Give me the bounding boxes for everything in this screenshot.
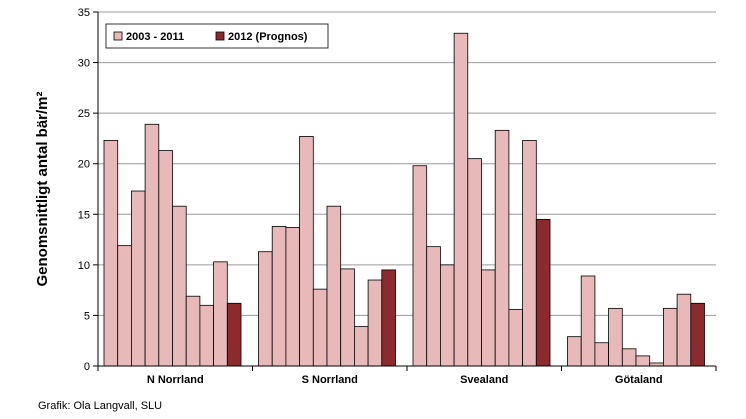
legend-swatch-forecast — [215, 31, 225, 41]
bar-historical — [103, 140, 119, 367]
bar-historical — [271, 226, 287, 367]
x-category-label: Götaland — [615, 374, 663, 386]
y-tick-label: 20 — [78, 159, 90, 171]
legend-label-historical: 2003 - 2011 — [126, 31, 184, 43]
bar-historical — [412, 165, 428, 367]
y-tick-label: 30 — [78, 58, 90, 70]
y-tick-label: 10 — [78, 260, 90, 272]
axes — [93, 11, 717, 371]
bar-historical — [144, 123, 160, 367]
y-tick-label: 25 — [78, 108, 90, 120]
bar-historical — [594, 342, 610, 367]
y-tick-label: 15 — [78, 209, 90, 221]
x-category-label: Svealand — [460, 374, 508, 386]
bar-historical — [285, 227, 300, 367]
bar-historical — [213, 261, 228, 367]
bar-forecast — [226, 302, 242, 367]
bar-forecast — [535, 218, 551, 367]
bar-historical — [172, 205, 187, 367]
bar-historical — [676, 293, 692, 367]
bar-historical — [522, 140, 537, 367]
legend: 2003 - 2011 2012 (Prognos) — [105, 23, 329, 49]
bar-forecast — [381, 269, 396, 367]
legend-label-forecast: 2012 (Prognos) — [228, 31, 308, 43]
bar-historical — [340, 268, 355, 367]
legend-swatch-historical — [113, 31, 123, 41]
bar-historical — [326, 205, 342, 367]
y-tick-label: 35 — [78, 7, 90, 19]
bar-historical — [439, 264, 455, 367]
bar-historical — [299, 136, 314, 367]
bar-historical — [635, 355, 651, 367]
x-category-label: S Norrland — [302, 374, 358, 386]
bar-historical — [117, 245, 132, 367]
bar-historical — [258, 251, 273, 367]
x-category-labels: N Norrland S Norrland Svealand Götaland — [147, 374, 663, 386]
y-tick-labels: 0 5 10 15 20 25 30 35 — [78, 7, 90, 373]
bar-historical — [130, 190, 146, 367]
bar-historical — [158, 150, 173, 367]
bar-historical — [580, 275, 596, 367]
y-axis-label: Genomsnittligt antal bär/m² — [34, 91, 51, 286]
bar-historical — [185, 295, 201, 367]
y-tick-label: 5 — [84, 310, 90, 322]
bar-historical — [467, 158, 482, 367]
bar-forecast — [690, 302, 705, 367]
bar-historical — [353, 326, 369, 367]
chart-credit: Grafik: Ola Langvall, SLU — [38, 400, 163, 412]
grid-lines — [98, 11, 716, 316]
bar-historical — [663, 307, 678, 367]
bar-historical — [481, 269, 496, 367]
bars — [103, 32, 705, 367]
bar-historical — [453, 32, 469, 367]
bar-historical — [199, 304, 214, 367]
bar-historical — [621, 348, 637, 367]
bar-historical — [367, 279, 383, 367]
bar-historical — [567, 336, 582, 367]
y-tick-label: 0 — [84, 361, 90, 373]
bar-historical — [312, 288, 328, 367]
bar-historical — [608, 307, 623, 367]
x-category-label: N Norrland — [147, 374, 204, 386]
bar-historical — [494, 129, 510, 367]
bar-historical — [508, 308, 523, 367]
bar-historical — [426, 246, 441, 367]
